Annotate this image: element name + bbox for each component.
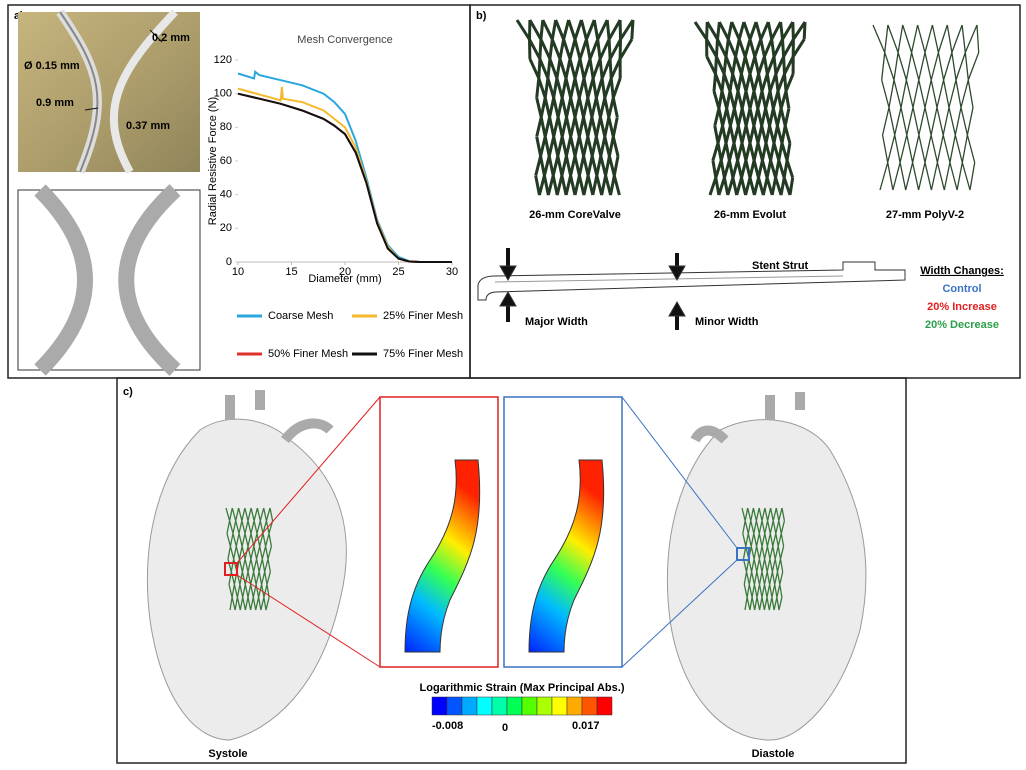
stent-lattice (695, 22, 805, 195)
series-line (238, 94, 452, 262)
stent-label: 27-mm PolyV-2 (886, 209, 964, 221)
colorbar-step (492, 697, 507, 715)
legend-entry: 75% Finer Mesh (383, 348, 463, 360)
heart-systole (147, 390, 346, 740)
colorbar-step (522, 697, 537, 715)
series-line (238, 94, 452, 262)
stent-lattice (517, 20, 633, 195)
colorbar-step (447, 697, 462, 715)
stent-drawings (517, 20, 979, 195)
chart-title: Mesh Convergence (297, 34, 392, 46)
y-tick-label: 20 (220, 222, 232, 234)
legend-entry: 20% Decrease (925, 319, 999, 331)
colorbar-step (552, 697, 567, 715)
legend-entry: 50% Finer Mesh (268, 348, 348, 360)
annotation: 0.2 mm (152, 32, 190, 44)
y-tick-label: 80 (220, 121, 232, 133)
heart-diastole (667, 392, 865, 740)
colorbar-tick: 0.017 (572, 720, 600, 732)
figure: a) b) c) 0.2 mm Ø 0.15 mm 0.9 mm 0.37 mm… (0, 0, 1026, 765)
colorbar-step (567, 697, 582, 715)
colorbar-step (537, 697, 552, 715)
annotation: Stent Strut (752, 260, 809, 272)
y-tick-label: 120 (214, 54, 232, 66)
stent-lattice (873, 25, 979, 190)
colorbar-step (432, 697, 447, 715)
colorbar-step (597, 697, 612, 715)
annotation: Ø 0.15 mm (24, 60, 80, 72)
caption: Systole (208, 748, 247, 760)
colorbar-step (582, 697, 597, 715)
colorbar-tick: 0 (502, 722, 508, 734)
legend-entry: 20% Increase (927, 301, 997, 313)
colorbar-step (462, 697, 477, 715)
annotation: 0.37 mm (126, 120, 170, 132)
strut-schematic (18, 190, 200, 370)
y-tick-label: 60 (220, 155, 232, 167)
stent-label: 26-mm Evolut (714, 209, 786, 221)
x-tick-label: 25 (392, 266, 404, 278)
legend-entry: 25% Finer Mesh (383, 310, 463, 322)
stent-label: 26-mm CoreValve (529, 209, 621, 221)
legend-entry: Coarse Mesh (268, 310, 333, 322)
panel-label: c) (123, 386, 133, 398)
caption: Diastole (752, 748, 795, 760)
x-tick-label: 20 (339, 266, 351, 278)
x-tick-label: 10 (232, 266, 244, 278)
annotation: Minor Width (695, 316, 759, 328)
colorbar-tick: -0.008 (432, 720, 463, 732)
legend-title: Width Changes: (920, 265, 1004, 277)
y-tick-label: 40 (220, 189, 232, 201)
x-tick-label: 15 (285, 266, 297, 278)
colorbar (432, 697, 612, 715)
panel-label: b) (476, 10, 487, 22)
y-tick-label: 100 (214, 88, 232, 100)
y-axis-label: Radial Resistive Force (N) (207, 97, 219, 225)
colorbar-title: Logarithmic Strain (Max Principal Abs.) (420, 682, 625, 694)
annotation: 0.9 mm (36, 97, 74, 109)
annotation: Major Width (525, 316, 588, 328)
x-tick-label: 30 (446, 266, 458, 278)
colorbar-step (477, 697, 492, 715)
legend-entry: Control (942, 283, 981, 295)
colorbar-step (507, 697, 522, 715)
